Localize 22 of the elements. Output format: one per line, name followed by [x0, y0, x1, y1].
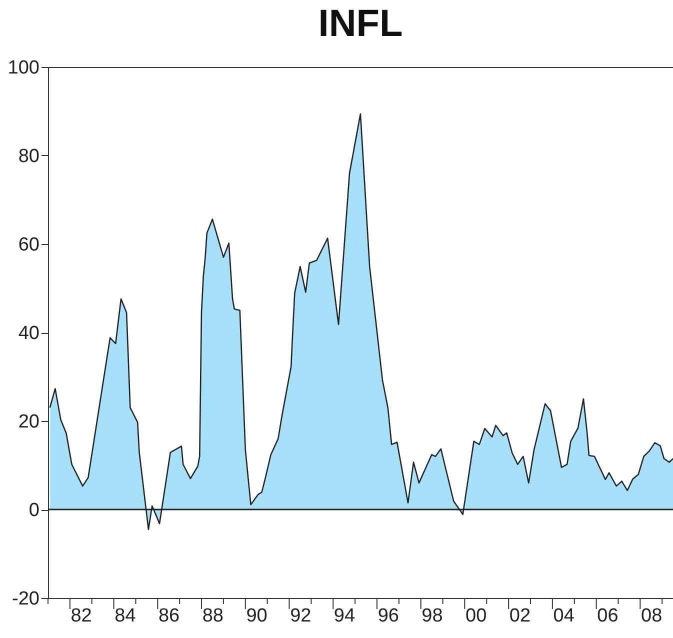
- x-tick-label: 86: [158, 606, 180, 626]
- y-tick-label: 0: [28, 500, 40, 521]
- y-tick-label: -20: [12, 588, 40, 610]
- x-tick-label: 88: [202, 606, 224, 626]
- chart-title: INFL: [318, 3, 403, 45]
- y-tick-label: 80: [18, 146, 40, 167]
- x-tick-label: 96: [378, 606, 399, 626]
- y-tick-label: 60: [18, 234, 40, 256]
- x-tick-label: 94: [334, 606, 356, 626]
- x-tick-label: 08: [641, 606, 662, 626]
- x-tick-label: 90: [246, 606, 268, 626]
- x-tick-label: 84: [114, 606, 136, 626]
- x-tick-label: 98: [422, 606, 443, 626]
- y-tick-label: 40: [18, 323, 40, 344]
- y-tick-label: 20: [18, 412, 40, 432]
- x-tick-label: 00: [466, 606, 487, 626]
- x-tick-label: 02: [509, 606, 531, 626]
- x-tick-label: 92: [290, 606, 312, 626]
- x-tick-label: 04: [553, 606, 575, 626]
- y-tick-label: 100: [8, 58, 40, 78]
- x-tick-label: 06: [597, 606, 618, 626]
- x-tick-label: 82: [70, 606, 92, 626]
